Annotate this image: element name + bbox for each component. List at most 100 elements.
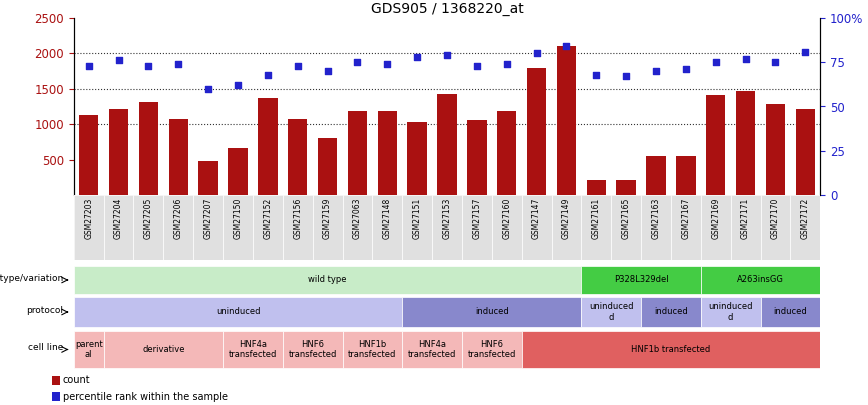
- Bar: [52, 376, 60, 385]
- Bar: [522, 330, 820, 369]
- Text: protocol: protocol: [26, 306, 63, 315]
- Bar: [736, 91, 755, 195]
- Bar: [760, 297, 820, 327]
- Text: GSM27149: GSM27149: [562, 198, 571, 239]
- Bar: [74, 266, 582, 294]
- Bar: [378, 111, 397, 195]
- Point: [320, 68, 334, 75]
- Bar: [407, 122, 427, 195]
- Bar: [343, 330, 402, 369]
- Bar: [79, 115, 98, 195]
- Text: percentile rank within the sample: percentile rank within the sample: [62, 392, 228, 402]
- Bar: [253, 195, 283, 260]
- Text: GSM27151: GSM27151: [412, 198, 422, 239]
- Text: A263insGG: A263insGG: [737, 275, 784, 284]
- Point: [231, 82, 245, 89]
- Bar: [52, 392, 60, 401]
- Bar: [74, 297, 402, 327]
- Bar: [228, 148, 247, 195]
- Text: GSM27169: GSM27169: [711, 198, 720, 239]
- Bar: [700, 297, 760, 327]
- Text: derivative: derivative: [142, 345, 185, 354]
- Bar: [587, 180, 606, 195]
- Text: GSM27163: GSM27163: [652, 198, 661, 239]
- Text: GSM27063: GSM27063: [353, 198, 362, 239]
- Text: HNF6
transfected: HNF6 transfected: [468, 340, 516, 359]
- Bar: [766, 104, 786, 195]
- Point: [291, 62, 305, 69]
- Bar: [223, 330, 283, 369]
- Point: [141, 62, 155, 69]
- Text: GSM27206: GSM27206: [174, 198, 183, 239]
- Point: [679, 66, 693, 72]
- Point: [799, 48, 812, 55]
- Bar: [497, 111, 516, 195]
- Bar: [647, 156, 666, 195]
- Bar: [796, 109, 815, 195]
- Text: HNF6
transfected: HNF6 transfected: [288, 340, 337, 359]
- Text: GSM27165: GSM27165: [621, 198, 631, 239]
- Point: [440, 52, 454, 58]
- Bar: [760, 195, 791, 260]
- Point: [500, 61, 514, 67]
- Bar: [700, 195, 731, 260]
- Text: GSM27203: GSM27203: [84, 198, 93, 239]
- Text: induced: induced: [654, 307, 687, 316]
- Point: [411, 54, 424, 60]
- Text: wild type: wild type: [308, 275, 347, 284]
- Text: GSM27167: GSM27167: [681, 198, 690, 239]
- Bar: [223, 195, 253, 260]
- Text: GSM27170: GSM27170: [771, 198, 780, 239]
- Text: P328L329del: P328L329del: [614, 275, 668, 284]
- Text: GSM27147: GSM27147: [532, 198, 541, 239]
- Point: [560, 43, 574, 49]
- Bar: [74, 195, 103, 260]
- Bar: [551, 195, 582, 260]
- Point: [739, 55, 753, 62]
- Point: [470, 62, 483, 69]
- Text: GSM27204: GSM27204: [114, 198, 123, 239]
- Point: [380, 61, 394, 67]
- Bar: [641, 195, 671, 260]
- Text: count: count: [62, 375, 90, 385]
- Bar: [731, 195, 760, 260]
- Text: cell line: cell line: [28, 343, 63, 352]
- Bar: [372, 195, 402, 260]
- Text: GSM27157: GSM27157: [472, 198, 482, 239]
- Bar: [437, 94, 457, 195]
- Bar: [791, 195, 820, 260]
- Point: [171, 61, 185, 67]
- Bar: [103, 195, 134, 260]
- Text: HNF1b transfected: HNF1b transfected: [631, 345, 711, 354]
- Bar: [556, 46, 576, 195]
- Bar: [194, 195, 223, 260]
- Point: [351, 59, 365, 66]
- Bar: [582, 297, 641, 327]
- Text: parent
al: parent al: [75, 340, 102, 359]
- Bar: [258, 98, 278, 195]
- Bar: [402, 195, 432, 260]
- Text: GSM27159: GSM27159: [323, 198, 332, 239]
- Bar: [582, 266, 700, 294]
- Text: GSM27207: GSM27207: [204, 198, 213, 239]
- Bar: [522, 195, 551, 260]
- Bar: [462, 195, 492, 260]
- Text: HNF4a
transfected: HNF4a transfected: [229, 340, 277, 359]
- Bar: [671, 195, 700, 260]
- Text: GSM27148: GSM27148: [383, 198, 391, 239]
- Bar: [676, 156, 695, 195]
- Point: [649, 68, 663, 75]
- Point: [589, 71, 603, 78]
- Bar: [348, 111, 367, 195]
- Point: [261, 71, 275, 78]
- Text: induced: induced: [475, 307, 509, 316]
- Bar: [139, 102, 158, 195]
- Bar: [706, 95, 726, 195]
- Bar: [283, 330, 343, 369]
- Text: GSM27171: GSM27171: [741, 198, 750, 239]
- Text: HNF4a
transfected: HNF4a transfected: [408, 340, 457, 359]
- Bar: [402, 297, 582, 327]
- Bar: [103, 330, 223, 369]
- Point: [619, 73, 633, 80]
- Bar: [432, 195, 462, 260]
